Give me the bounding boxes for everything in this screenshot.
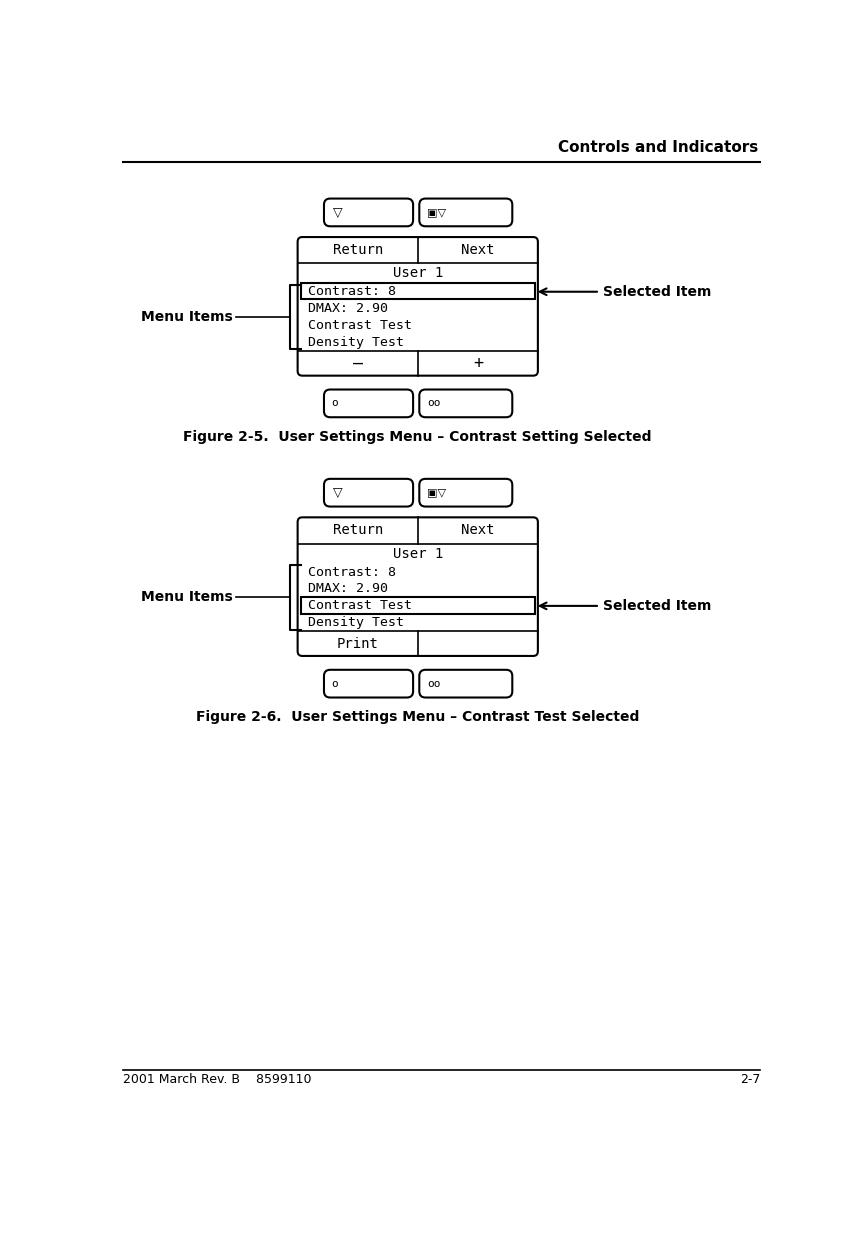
Text: Return: Return xyxy=(332,243,382,258)
Text: DMAX: 2.90: DMAX: 2.90 xyxy=(308,302,388,315)
Text: Contrast Test: Contrast Test xyxy=(308,600,412,612)
Text: ▽: ▽ xyxy=(333,486,343,499)
Text: Selected Item: Selected Item xyxy=(603,598,710,613)
FancyBboxPatch shape xyxy=(297,518,537,656)
FancyBboxPatch shape xyxy=(418,669,511,698)
Text: Selected Item: Selected Item xyxy=(603,285,710,299)
Text: Controls and Indicators: Controls and Indicators xyxy=(558,141,758,156)
FancyBboxPatch shape xyxy=(418,389,511,417)
Text: Next: Next xyxy=(461,524,494,537)
Text: Density Test: Density Test xyxy=(308,616,404,629)
FancyBboxPatch shape xyxy=(418,199,511,226)
Text: oo: oo xyxy=(426,398,440,408)
Text: User 1: User 1 xyxy=(392,546,443,561)
Text: –: – xyxy=(352,355,362,372)
FancyBboxPatch shape xyxy=(324,389,412,417)
FancyBboxPatch shape xyxy=(418,479,511,506)
Bar xyxy=(300,284,534,300)
Text: Menu Items: Menu Items xyxy=(140,310,232,325)
Text: ▽: ▽ xyxy=(333,207,343,219)
Text: Density Test: Density Test xyxy=(308,336,404,350)
Text: Return: Return xyxy=(332,524,382,537)
Text: Figure 2-5.  User Settings Menu – Contrast Setting Selected: Figure 2-5. User Settings Menu – Contras… xyxy=(183,429,651,444)
Bar xyxy=(300,597,534,613)
FancyBboxPatch shape xyxy=(297,238,537,376)
FancyBboxPatch shape xyxy=(324,199,412,226)
Text: DMAX: 2.90: DMAX: 2.90 xyxy=(308,582,388,596)
Text: 2-7: 2-7 xyxy=(739,1072,759,1086)
Text: oo: oo xyxy=(426,679,440,689)
Text: +: + xyxy=(473,355,482,372)
Text: o: o xyxy=(331,398,338,408)
Text: Next: Next xyxy=(461,243,494,258)
Text: Print: Print xyxy=(337,637,378,651)
Text: ▣▽: ▣▽ xyxy=(426,488,445,498)
FancyBboxPatch shape xyxy=(324,479,412,506)
FancyBboxPatch shape xyxy=(324,669,412,698)
Text: Contrast: 8: Contrast: 8 xyxy=(308,285,396,299)
Text: User 1: User 1 xyxy=(392,266,443,280)
Text: 2001 March Rev. B    8599110: 2001 March Rev. B 8599110 xyxy=(123,1072,312,1086)
Text: Menu Items: Menu Items xyxy=(140,591,232,605)
Text: Figure 2-6.  User Settings Menu – Contrast Test Selected: Figure 2-6. User Settings Menu – Contras… xyxy=(195,710,639,724)
Text: Contrast Test: Contrast Test xyxy=(308,320,412,332)
Text: ▣▽: ▣▽ xyxy=(426,208,445,218)
Text: Contrast: 8: Contrast: 8 xyxy=(308,566,396,578)
Text: o: o xyxy=(331,679,338,689)
